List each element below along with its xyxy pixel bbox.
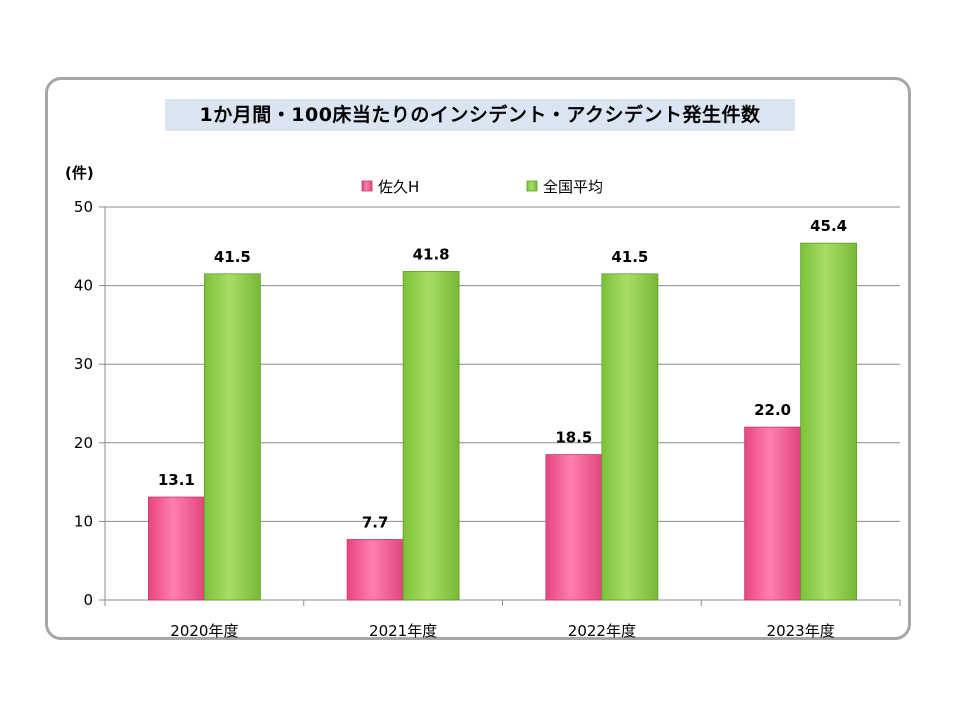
bar-national-3 bbox=[800, 242, 858, 601]
y-tick-label: 10 bbox=[74, 512, 93, 530]
data-label: 13.1 bbox=[158, 471, 195, 489]
legend-label: 佐久H bbox=[378, 178, 419, 196]
x-category-label: 2020年度 bbox=[170, 622, 238, 640]
y-tick-label: 50 bbox=[74, 198, 93, 216]
bars bbox=[147, 242, 858, 601]
data-label: 41.5 bbox=[611, 248, 648, 266]
data-label: 41.8 bbox=[413, 245, 450, 263]
y-tick-label: 30 bbox=[74, 355, 93, 373]
data-label: 7.7 bbox=[362, 513, 389, 531]
legend-swatch bbox=[526, 180, 538, 192]
data-label: 18.5 bbox=[555, 429, 592, 447]
data-labels: 13.1 41.5 7.7 41.8 18.5 41.5 22.0 45.4 bbox=[158, 217, 847, 531]
bar-saku-2 bbox=[545, 454, 603, 601]
bar-saku-1 bbox=[346, 539, 404, 601]
y-tick-label: 40 bbox=[74, 277, 93, 295]
data-label: 45.4 bbox=[810, 217, 847, 235]
legend-swatch bbox=[361, 180, 373, 192]
x-category-labels: 2020年度 2021年度 2022年度 2023年度 bbox=[170, 622, 834, 640]
bar-saku-3 bbox=[744, 426, 802, 601]
x-category-label: 2021年度 bbox=[369, 622, 437, 640]
bar-national-1 bbox=[402, 271, 460, 601]
data-label: 41.5 bbox=[214, 248, 251, 266]
y-tick-label: 0 bbox=[83, 591, 93, 609]
x-category-label: 2023年度 bbox=[767, 622, 835, 640]
y-axis-label: (件) bbox=[65, 164, 94, 182]
bar-national-2 bbox=[601, 273, 659, 601]
bar-saku-0 bbox=[147, 496, 205, 601]
data-label: 22.0 bbox=[754, 401, 791, 419]
x-category-label: 2022年度 bbox=[568, 622, 636, 640]
chart-title: 1か月間・100床当たりのインシデント・アクシデント発生件数 bbox=[165, 99, 795, 131]
legend: 佐久H 全国平均 bbox=[361, 178, 603, 196]
y-tick-label: 20 bbox=[74, 434, 93, 452]
legend-label: 全国平均 bbox=[543, 178, 603, 196]
y-tick-labels: 0 10 20 30 40 50 bbox=[74, 198, 93, 609]
bar-national-0 bbox=[203, 273, 261, 601]
